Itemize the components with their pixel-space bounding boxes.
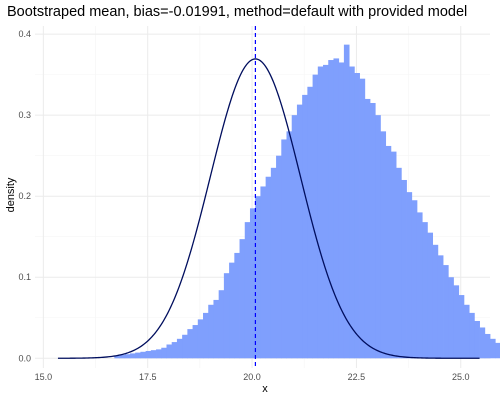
histogram-bar	[490, 338, 496, 359]
histogram-bar	[171, 342, 178, 359]
histogram-bar	[218, 290, 225, 359]
histogram-bar	[229, 262, 235, 359]
histogram-bar	[416, 212, 423, 359]
histogram-bar	[260, 186, 267, 359]
histogram-bar	[197, 319, 204, 359]
histogram-bar	[140, 351, 147, 359]
histogram-bar	[312, 74, 319, 359]
x-axis-label: x	[262, 383, 268, 395]
chart-title: Bootstraped mean, bias=-0.01991, method=…	[7, 4, 467, 20]
histogram-bar	[479, 327, 486, 359]
y-axis-label: density	[5, 177, 17, 212]
histogram-bar	[401, 179, 407, 359]
histogram-bar	[286, 131, 293, 359]
histogram-bar	[411, 200, 418, 359]
histogram-bar	[239, 239, 246, 359]
density-curve	[57, 58, 480, 359]
histogram-bar	[249, 208, 256, 359]
histogram-bar	[119, 355, 126, 359]
histogram-bar	[323, 64, 329, 359]
histogram-bar	[495, 342, 500, 359]
histogram-bar	[223, 273, 230, 359]
histogram-bar	[192, 325, 199, 359]
histogram-bar	[234, 252, 240, 359]
x-tick-label: 20.0	[243, 372, 261, 382]
histogram-bar	[114, 355, 120, 359]
histogram-bar	[406, 192, 413, 359]
histogram-bar	[448, 277, 454, 359]
histogram-bar	[213, 299, 220, 359]
histogram-bar	[276, 155, 282, 359]
histogram-bar	[333, 58, 340, 359]
histogram-bar	[484, 333, 491, 359]
histogram-bar	[338, 62, 345, 359]
histogram-bar	[150, 350, 157, 359]
histogram-bar	[270, 167, 277, 359]
histogram-bar	[369, 102, 376, 359]
histogram-bar	[208, 304, 214, 359]
histogram-bar	[244, 222, 251, 359]
x-tick-label: 22.5	[348, 372, 366, 382]
x-axis-ticks: 15.0 17.5 20.0 22.5 25.0	[35, 372, 470, 382]
histogram-bar	[265, 176, 272, 359]
histogram-bar	[427, 232, 434, 359]
histogram-bar	[469, 312, 475, 359]
histogram-bar	[317, 66, 324, 359]
histogram-bar	[422, 222, 428, 359]
histogram-bar	[349, 66, 355, 359]
y-tick-label: 0.3	[18, 110, 31, 120]
y-tick-label: 0.1	[18, 272, 31, 282]
y-tick-label: 0.4	[18, 29, 31, 39]
histogram-bar	[291, 115, 298, 359]
histogram-bar	[307, 86, 313, 359]
histogram-bar	[432, 244, 439, 359]
histogram-bar	[156, 349, 162, 359]
y-tick-label: 0.2	[18, 191, 31, 201]
y-tick-label: 0.0	[18, 353, 31, 363]
histogram-bar	[359, 78, 366, 359]
histogram-bar	[255, 196, 261, 359]
histogram-bar	[396, 167, 402, 359]
histogram-bar	[124, 354, 131, 359]
histogram-bar	[135, 352, 141, 359]
histogram-bar	[176, 338, 183, 359]
histogram-bar	[458, 295, 465, 359]
histogram-bar	[203, 312, 209, 359]
histogram-bar	[166, 344, 173, 359]
histogram-bar	[161, 347, 167, 359]
histogram-bar	[375, 115, 381, 359]
histogram-bar	[129, 353, 136, 359]
histogram-bar	[453, 285, 460, 359]
x-tick-label: 25.0	[452, 372, 470, 382]
histogram-bar	[463, 304, 470, 359]
x-tick-label: 15.0	[35, 372, 53, 382]
histogram-bar	[343, 44, 350, 359]
histogram-bar	[296, 104, 303, 359]
histogram-bar	[328, 60, 334, 359]
histogram-bar	[354, 73, 360, 359]
histogram-bar	[187, 329, 193, 359]
histogram-bar	[385, 145, 392, 359]
histogram-bar	[380, 131, 387, 359]
y-axis-ticks: 0.0 0.1 0.2 0.3 0.4	[18, 29, 31, 363]
histogram-bar	[145, 350, 152, 359]
histogram-bars	[114, 44, 500, 359]
histogram-bar	[443, 265, 449, 359]
histogram-bar	[364, 98, 371, 359]
x-tick-label: 17.5	[139, 372, 157, 382]
histogram-bar	[437, 255, 444, 359]
histogram-bar	[302, 94, 308, 359]
histogram-bar	[182, 334, 188, 359]
histogram-bar	[390, 151, 397, 359]
histogram-bar	[281, 139, 287, 359]
histogram-bar	[474, 320, 480, 359]
